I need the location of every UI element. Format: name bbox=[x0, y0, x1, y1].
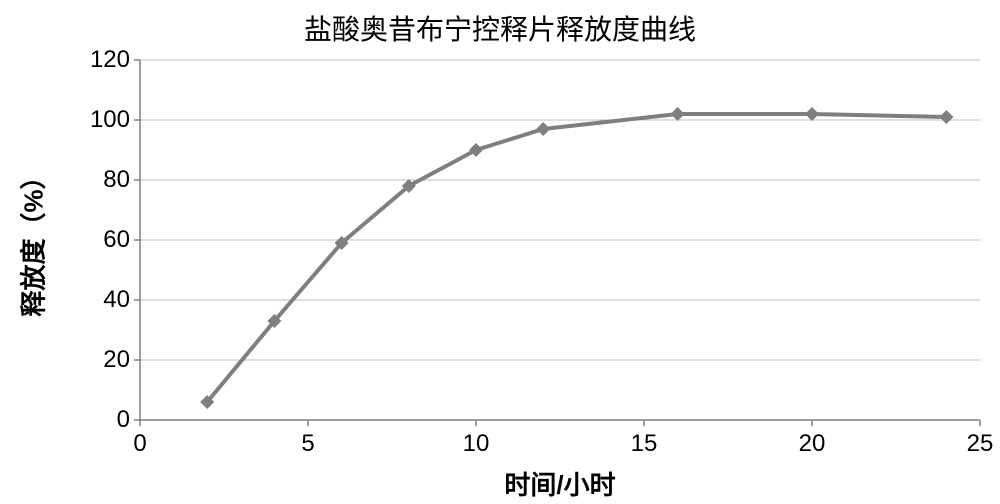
y-tick-label: 120 bbox=[90, 46, 130, 74]
data-series bbox=[200, 107, 953, 409]
data-marker bbox=[469, 143, 483, 157]
data-marker bbox=[671, 107, 685, 121]
y-tick-label: 80 bbox=[103, 166, 130, 194]
x-tick-label: 20 bbox=[799, 430, 826, 458]
x-tick-label: 5 bbox=[301, 430, 314, 458]
x-tick-label: 10 bbox=[463, 430, 490, 458]
data-marker bbox=[536, 122, 550, 136]
x-tick-label: 0 bbox=[133, 430, 146, 458]
y-tick-label: 40 bbox=[103, 286, 130, 314]
y-tick-label: 100 bbox=[90, 106, 130, 134]
plot-area bbox=[0, 0, 1000, 504]
x-tick-label: 25 bbox=[967, 430, 994, 458]
data-marker bbox=[939, 110, 953, 124]
y-tick-label: 0 bbox=[117, 406, 130, 434]
y-tick-label: 60 bbox=[103, 226, 130, 254]
data-marker bbox=[805, 107, 819, 121]
chart-container: 盐酸奥昔布宁控释片释放度曲线 释放度（%） 时间/小时 020406080100… bbox=[0, 0, 1000, 504]
y-tick-label: 20 bbox=[103, 346, 130, 374]
x-tick-label: 15 bbox=[631, 430, 658, 458]
